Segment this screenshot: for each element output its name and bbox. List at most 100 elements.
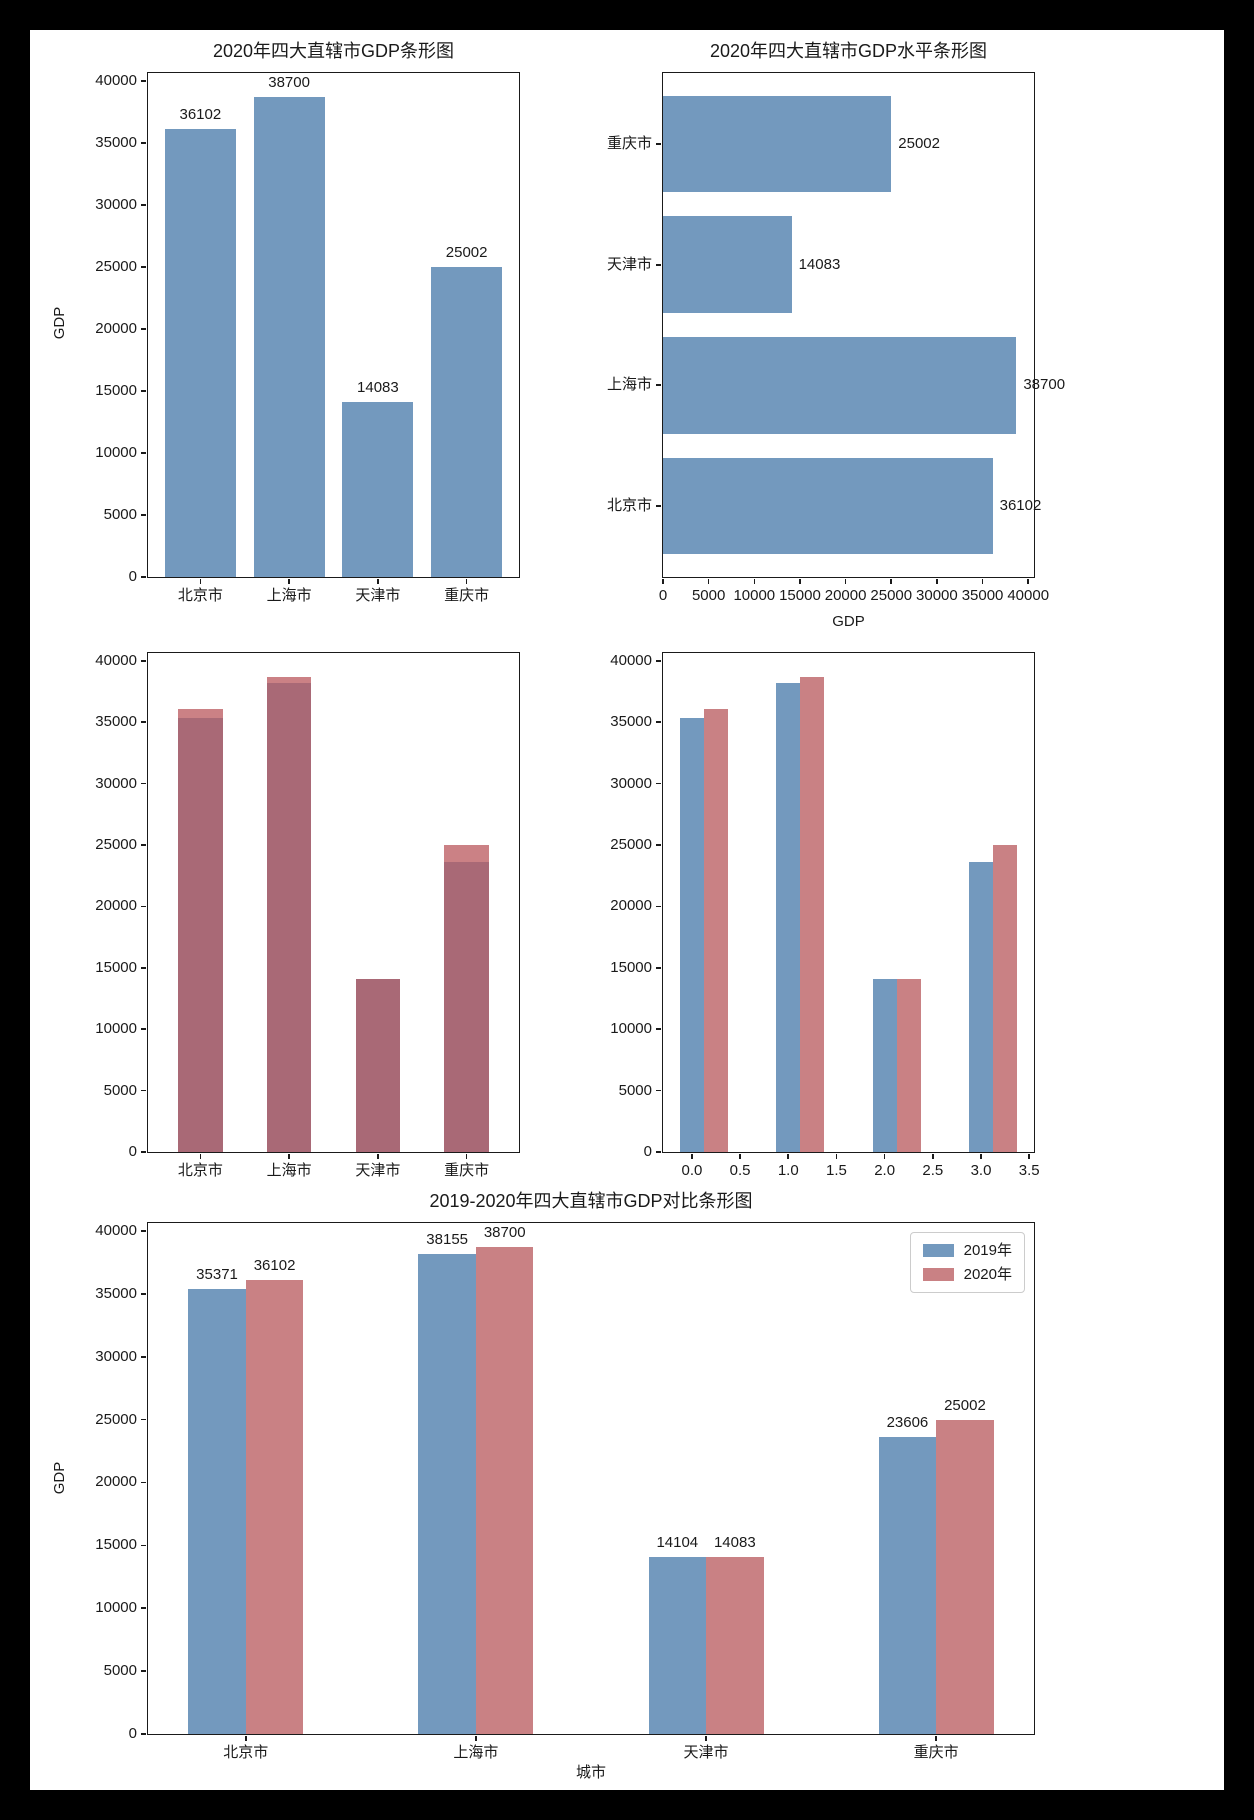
x-tick-label: 重庆市 [444,1162,490,1179]
legend-item-2020: 2020年 [922,1266,1012,1283]
x-tick-label: 重庆市 [913,1744,959,1761]
bar-2020年-1 [475,1247,534,1734]
x-tick-label: 30000 [916,587,958,604]
legend-swatch-2020-icon [922,1268,954,1281]
bar-2020年-0 [245,1280,304,1734]
y-tick-label: 重庆市 [606,135,652,153]
y-tick-label: 15000 [95,1536,137,1554]
y-tick-mark [141,80,146,82]
y-tick-label: 0 [128,568,137,585]
bar-2019年-0 [679,717,704,1152]
x-tick-mark [662,579,664,584]
y-tick-mark [141,659,146,662]
y-tick-mark [656,721,661,723]
y-tick-label: 天津市 [606,255,652,273]
y-tick-mark [141,1418,146,1421]
bar-value-label: 25002 [445,243,488,261]
y-tick-mark [141,1089,146,1092]
x-tick-mark [199,1154,202,1159]
y-tick-mark [141,721,146,723]
legend-swatch-2019-icon [922,1244,954,1257]
y-tick-mark [141,328,146,330]
bar-2020-北京市 [178,708,223,1152]
y-tick-mark [141,576,146,578]
y-tick-label: 5000 [103,1662,137,1680]
y-tick-mark [141,266,146,268]
bar-2020年-2 [706,1556,764,1734]
y-tick-label: 25000 [95,835,137,853]
y-tick-label: 5000 [103,505,137,523]
y-tick-label: 30000 [95,195,137,213]
x-tick-label: 3.0 [970,1162,992,1179]
y-tick-label: 30000 [610,774,652,792]
legend-item-2019: 2019年 [922,1242,1012,1259]
y-tick-mark [141,966,146,969]
y-tick-label: 10000 [610,1020,652,1038]
bar-2020年-3 [936,1419,994,1734]
y-tick-mark [141,1028,146,1030]
y-tick-mark [656,966,661,969]
x-tick-mark [199,579,202,584]
bar-2020年-1 [800,676,825,1152]
x-tick-mark [1027,579,1029,584]
axes-horizontal-bar-2020: 0 5000 10000 15000 20000 25000 30000 35000 40000… [607,72,1065,604]
y-tick-label: 上海市 [606,376,652,394]
x-tick-mark [691,1154,693,1159]
y-tick-label: 15000 [95,958,137,976]
y-tick-mark [656,1151,661,1153]
x-tick-label: 15000 [779,587,821,604]
y-tick-label: 15000 [95,381,137,399]
y-tick-mark [656,844,661,846]
x-tick-label: 20000 [824,587,867,604]
y-tick-mark [141,1230,146,1232]
y-tick-mark [141,1670,146,1672]
legend-label-2020: 2020年 [963,1266,1012,1283]
bar-天津市 [342,402,414,577]
bar-2020-天津市 [355,979,401,1152]
y-tick-mark [141,204,146,206]
x-tick-mark [288,579,290,584]
x-tick-mark [844,579,847,584]
axes-overlapped-bars: 0 5000 10000 15000 20000 25000 30000 35000 40000… [95,652,520,1179]
bar-value-label: 23606 [886,1414,929,1432]
bar-value-label: 38700 [483,1224,526,1242]
bar-2019年-2 [648,1556,707,1734]
y-tick-label: 0 [128,1725,137,1742]
x-tick-mark [465,579,468,584]
x-tick-label: 40000 [1007,587,1050,604]
chart-title-bar2020: 2020年四大直辖市GDP条形图 [212,41,455,61]
x-tick-mark [890,579,893,584]
x-tick-label: 天津市 [355,1162,401,1179]
x-tick-label: 2.0 [874,1162,896,1179]
x-axis-label-gdp-topright: GDP [832,613,865,630]
bar-2019年-1 [776,683,801,1152]
y-tick-label: 35000 [95,1284,137,1302]
x-tick-mark [932,1154,934,1159]
y-tick-label: 5000 [618,1081,652,1099]
bar-北京市 [663,457,993,555]
bar-value-label: 14104 [656,1533,699,1551]
bar-北京市 [164,129,236,577]
x-tick-label: 5000 [691,587,726,604]
bar-2020-重庆市 [444,844,489,1152]
y-tick-mark [141,782,146,785]
x-tick-mark [739,1154,741,1159]
y-tick-mark [141,1544,146,1547]
bar-value-label: 38155 [426,1231,469,1249]
y-tick-mark [141,1355,146,1358]
x-tick-mark [981,579,984,584]
y-tick-mark [656,143,661,145]
y-tick-mark [656,782,661,785]
x-tick-mark [1028,1154,1030,1159]
figure-canvas: 2020年四大直辖市GDP条形图 2020年四大直辖市GDP水平条形图 2019… [30,30,1224,1790]
x-tick-mark [936,579,938,584]
bar-上海市 [663,337,1017,434]
bar-天津市 [663,216,792,313]
y-tick-label: 10000 [95,1020,137,1038]
bar-value-label: 25002 [944,1396,986,1414]
x-tick-mark [753,579,756,584]
bar-2020年-2 [896,979,921,1152]
y-tick-mark [656,905,661,908]
legend: 2019年 2020年 [909,1232,1025,1293]
